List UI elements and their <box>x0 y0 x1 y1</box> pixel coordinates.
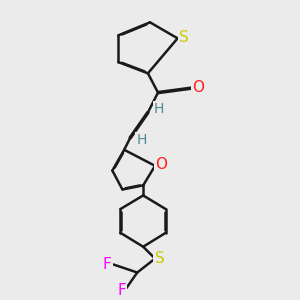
Text: H: H <box>136 133 147 147</box>
Text: F: F <box>103 257 111 272</box>
Text: S: S <box>154 251 164 266</box>
Text: O: O <box>156 158 168 172</box>
Text: F: F <box>118 283 126 298</box>
Text: O: O <box>192 80 204 95</box>
Text: S: S <box>179 30 189 45</box>
Text: H: H <box>154 103 164 116</box>
